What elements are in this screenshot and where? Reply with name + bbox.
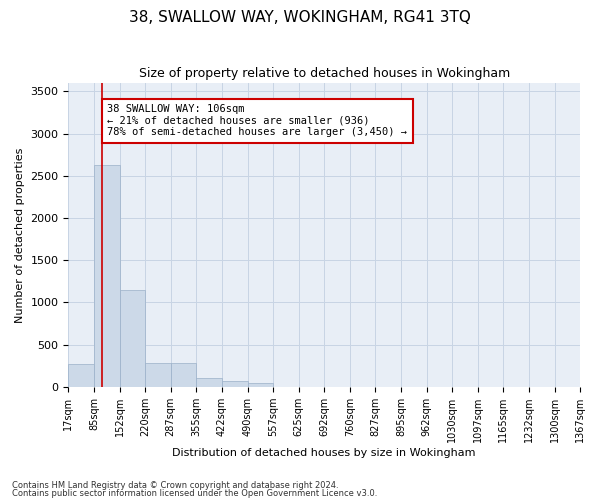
Text: Contains public sector information licensed under the Open Government Licence v3: Contains public sector information licen… xyxy=(12,488,377,498)
Bar xyxy=(119,290,145,386)
Bar xyxy=(171,362,196,386)
Bar xyxy=(145,362,171,386)
Text: Contains HM Land Registry data © Crown copyright and database right 2024.: Contains HM Land Registry data © Crown c… xyxy=(12,481,338,490)
Bar xyxy=(196,378,222,386)
Bar xyxy=(222,381,248,386)
Text: 38 SWALLOW WAY: 106sqm
← 21% of detached houses are smaller (936)
78% of semi-de: 38 SWALLOW WAY: 106sqm ← 21% of detached… xyxy=(107,104,407,138)
Y-axis label: Number of detached properties: Number of detached properties xyxy=(15,147,25,322)
Bar xyxy=(68,364,94,386)
Title: Size of property relative to detached houses in Wokingham: Size of property relative to detached ho… xyxy=(139,68,510,80)
X-axis label: Distribution of detached houses by size in Wokingham: Distribution of detached houses by size … xyxy=(172,448,476,458)
Text: 38, SWALLOW WAY, WOKINGHAM, RG41 3TQ: 38, SWALLOW WAY, WOKINGHAM, RG41 3TQ xyxy=(129,10,471,25)
Bar xyxy=(94,165,119,386)
Bar xyxy=(248,383,273,386)
